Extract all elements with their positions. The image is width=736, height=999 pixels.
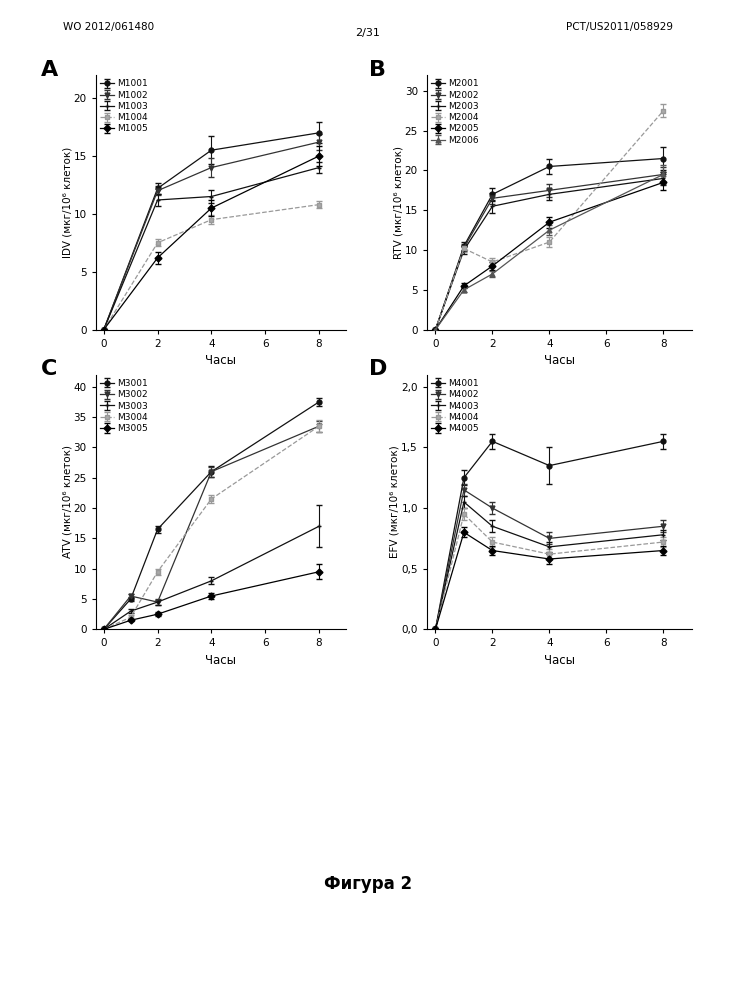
Legend: M3001, M3002, M3003, M3004, M3005: M3001, M3002, M3003, M3004, M3005 <box>99 378 150 435</box>
X-axis label: Часы: Часы <box>205 654 236 667</box>
Text: A: A <box>40 60 58 80</box>
Legend: M1001, M1002, M1003, M1004, M1005: M1001, M1002, M1003, M1004, M1005 <box>99 78 150 135</box>
Text: D: D <box>369 360 387 380</box>
Text: C: C <box>40 360 57 380</box>
X-axis label: Часы: Часы <box>205 355 236 368</box>
Text: B: B <box>369 60 386 80</box>
X-axis label: Часы: Часы <box>544 355 575 368</box>
Legend: M4001, M4002, M4003, M4004, M4005: M4001, M4002, M4003, M4004, M4005 <box>430 378 481 435</box>
X-axis label: Часы: Часы <box>544 654 575 667</box>
Y-axis label: ATV (мкг/10⁶ клеток): ATV (мкг/10⁶ клеток) <box>62 446 72 558</box>
Text: 2/31: 2/31 <box>355 28 381 38</box>
Y-axis label: EFV (мкг/10⁶ клеток): EFV (мкг/10⁶ клеток) <box>390 446 400 558</box>
Text: PCT/US2011/058929: PCT/US2011/058929 <box>567 22 673 32</box>
Text: WO 2012/061480: WO 2012/061480 <box>63 22 154 32</box>
Legend: M2001, M2002, M2003, M2004, M2005, M2006: M2001, M2002, M2003, M2004, M2005, M2006 <box>430 78 481 147</box>
Y-axis label: RTV (мкг/10⁶ клеток): RTV (мкг/10⁶ клеток) <box>393 146 403 259</box>
Text: Фигура 2: Фигура 2 <box>324 875 412 893</box>
Y-axis label: IDV (мкг/10⁶ клеток): IDV (мкг/10⁶ клеток) <box>62 147 72 258</box>
